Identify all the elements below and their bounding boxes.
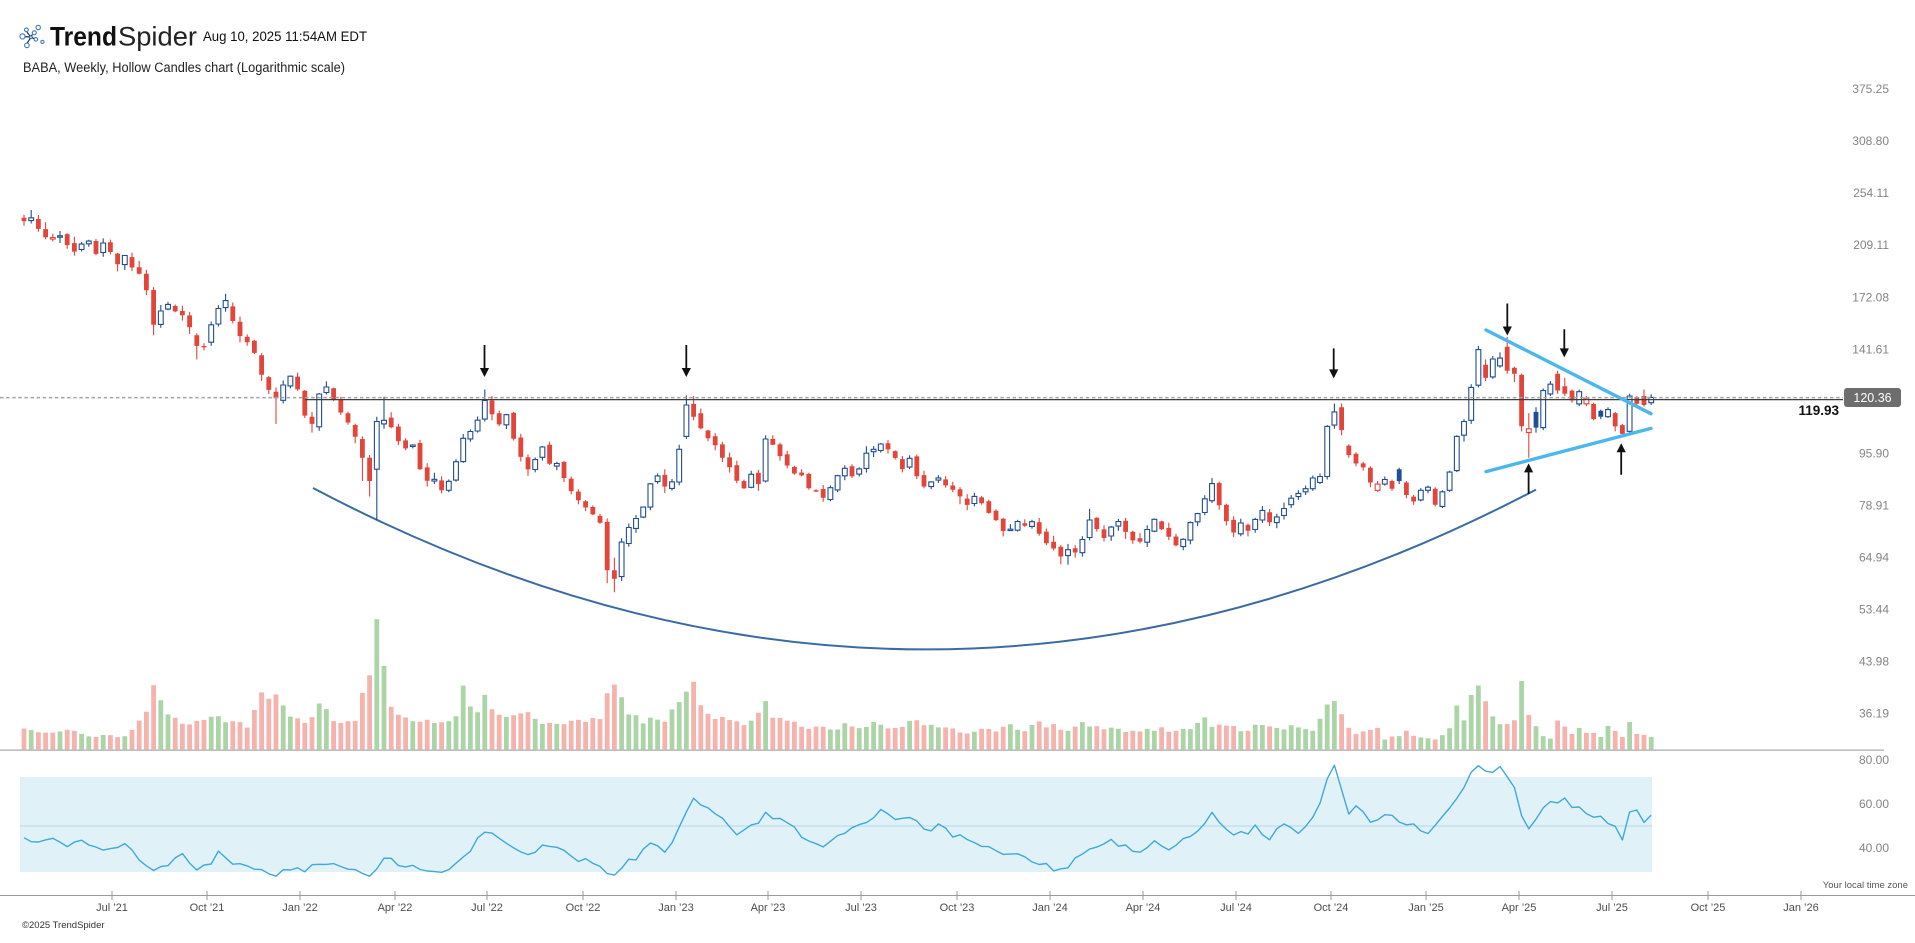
svg-text:Jan ’22: Jan ’22 <box>282 902 317 914</box>
svg-text:Jan ’24: Jan ’24 <box>1032 902 1067 914</box>
svg-text:308.80: 308.80 <box>1852 134 1889 148</box>
svg-text:209.11: 209.11 <box>1853 238 1889 252</box>
svg-text:Apr ’24: Apr ’24 <box>1126 902 1161 914</box>
svg-text:Oct ’21: Oct ’21 <box>190 902 225 914</box>
svg-text:172.08: 172.08 <box>1852 290 1889 304</box>
svg-text:Jul ’21: Jul ’21 <box>96 902 128 914</box>
svg-text:Jul ’24: Jul ’24 <box>1220 902 1252 914</box>
svg-text:95.90: 95.90 <box>1859 446 1889 460</box>
svg-text:BABA, Weekly, Hollow Candles c: BABA, Weekly, Hollow Candles chart (Loga… <box>23 60 345 75</box>
svg-text:Jan ’23: Jan ’23 <box>658 902 693 914</box>
svg-text:375.25: 375.25 <box>1852 82 1889 96</box>
svg-text:Jan ’26: Jan ’26 <box>1783 902 1818 914</box>
svg-text:119.93: 119.93 <box>1798 403 1839 418</box>
svg-text:Oct ’24: Oct ’24 <box>1314 902 1349 914</box>
svg-text:Apr ’23: Apr ’23 <box>751 902 786 914</box>
svg-text:80.00: 80.00 <box>1859 753 1889 767</box>
svg-text:Oct ’25: Oct ’25 <box>1691 902 1726 914</box>
svg-text:Jul ’22: Jul ’22 <box>471 902 503 914</box>
svg-text:Jan ’25: Jan ’25 <box>1408 902 1443 914</box>
svg-text:64.94: 64.94 <box>1859 550 1889 564</box>
svg-text:40.00: 40.00 <box>1859 841 1889 855</box>
svg-text:78.91: 78.91 <box>1859 498 1889 512</box>
svg-text:Aug 10, 2025 11:54AM EDT: Aug 10, 2025 11:54AM EDT <box>203 29 367 44</box>
svg-text:©2025 TrendSpider: ©2025 TrendSpider <box>22 920 105 931</box>
svg-text:60.00: 60.00 <box>1859 797 1889 811</box>
svg-text:120.36: 120.36 <box>1853 391 1891 405</box>
svg-text:Jul ’25: Jul ’25 <box>1596 902 1628 914</box>
svg-text:141.61: 141.61 <box>1852 342 1889 356</box>
svg-text:53.44: 53.44 <box>1859 602 1889 616</box>
svg-text:Trend: Trend <box>50 22 117 52</box>
svg-text:43.98: 43.98 <box>1859 654 1889 668</box>
svg-text:Jul ’23: Jul ’23 <box>845 902 877 914</box>
svg-text:Spider: Spider <box>118 22 197 52</box>
svg-text:Oct ’22: Oct ’22 <box>566 902 601 914</box>
svg-text:Apr ’25: Apr ’25 <box>1502 902 1537 914</box>
svg-text:36.19: 36.19 <box>1859 706 1889 720</box>
svg-text:Oct ’23: Oct ’23 <box>940 902 975 914</box>
svg-text:Your local time zone: Your local time zone <box>1823 880 1908 891</box>
svg-text:254.11: 254.11 <box>1853 186 1889 200</box>
svg-text:Apr ’22: Apr ’22 <box>378 902 413 914</box>
